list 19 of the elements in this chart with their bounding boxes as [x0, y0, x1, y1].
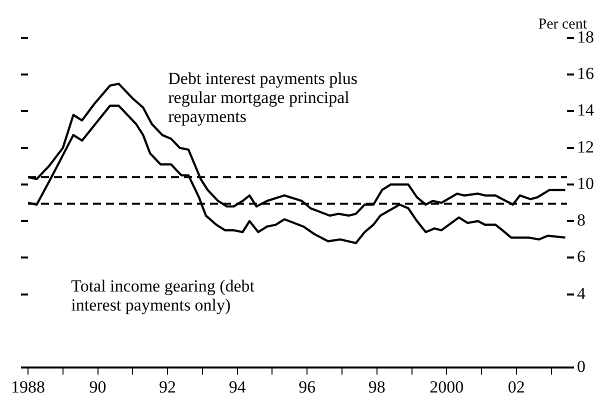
x-tick-label: 90: [89, 377, 106, 396]
y-tick-label: 8: [577, 210, 586, 230]
y-tick-label: 14: [577, 100, 594, 120]
x-tick-label: 96: [298, 377, 316, 396]
x-tick-label: 1988: [11, 377, 45, 396]
y-axis-title: Per cent: [538, 16, 588, 32]
y-tick-label: 16: [577, 64, 594, 84]
series-label: Debt interest payments plus regular mortgage principal repayments: [168, 68, 358, 126]
y-tick-label: 10: [577, 174, 594, 193]
text: Total income gearing (debt interest payments only): [71, 276, 255, 315]
x-tick-label: 98: [368, 377, 386, 396]
y-tick-label: 4: [577, 284, 586, 303]
x-tick-label: 94: [228, 377, 246, 396]
y-tick-label: 6: [577, 247, 586, 266]
x-tick-label: 02: [508, 377, 525, 396]
y-tick-label: 12: [577, 137, 594, 156]
x-tick-label: 92: [159, 377, 176, 396]
x-tick-label: 2000: [430, 377, 464, 396]
y-tick-label: 0: [577, 357, 586, 376]
